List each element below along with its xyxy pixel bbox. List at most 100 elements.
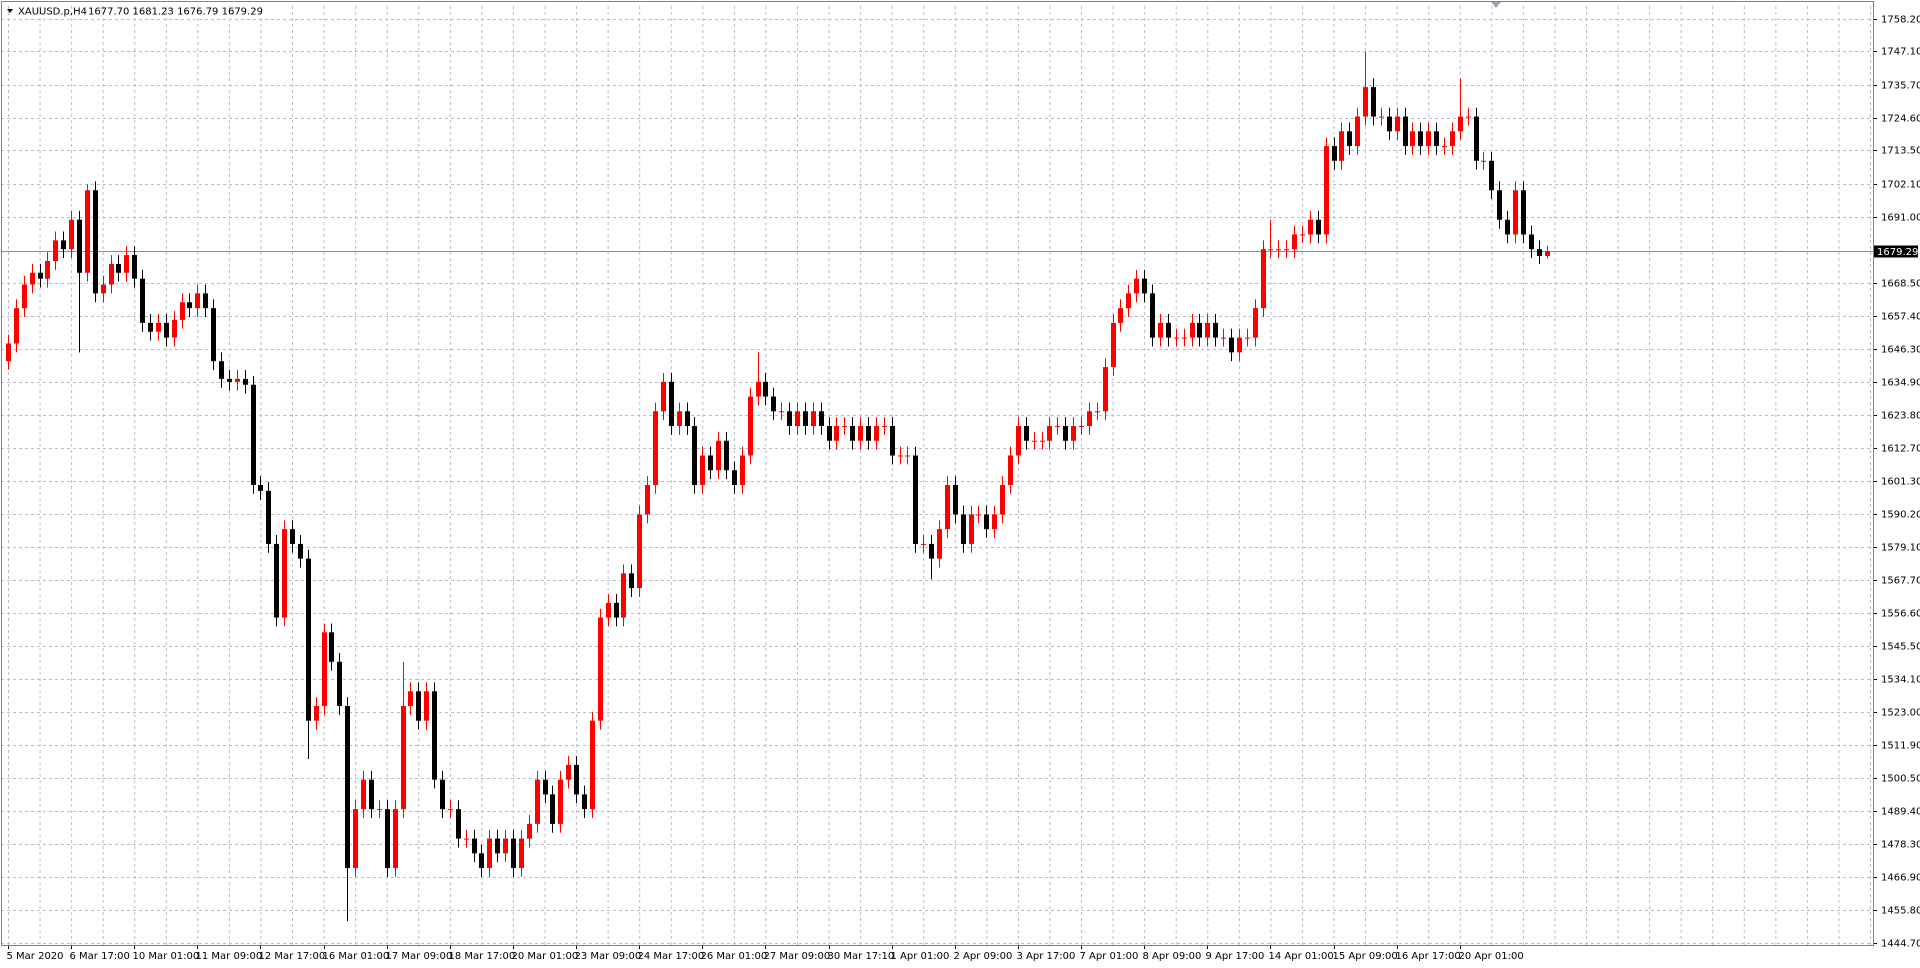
x-tick-label: 6 Mar 17:00 (70, 951, 130, 962)
candle-body (1292, 234, 1297, 250)
candle-body (251, 384, 256, 485)
candle-body (187, 302, 192, 309)
candle-body (1032, 440, 1037, 442)
x-tick-label: 1 Apr 01:00 (891, 951, 950, 962)
x-tick-label: 27 Mar 09:00 (764, 951, 831, 962)
candle-body (61, 240, 66, 250)
y-tick-label: 1534.10 (1881, 675, 1920, 686)
candle-body (929, 543, 934, 559)
candle-body (1190, 322, 1195, 338)
candle-body (898, 455, 903, 457)
y-tick-label: 1590.20 (1881, 510, 1920, 521)
candle-body (1403, 116, 1408, 147)
current-price-label: 1679.29 (1877, 247, 1918, 258)
x-tick-label: 8 Apr 09:00 (1143, 951, 1202, 962)
symbol-title: XAUUSD.p,H4 (18, 7, 87, 18)
candle-body (779, 411, 784, 413)
candle-body (479, 853, 484, 869)
candle-body (1079, 426, 1084, 428)
candle-body (1545, 251, 1550, 256)
candle-body (874, 426, 879, 441)
candle-body (535, 779, 540, 824)
x-tick-label: 14 Apr 01:00 (1269, 951, 1334, 962)
candle-body (1126, 293, 1131, 309)
candle-body (329, 632, 334, 662)
candle-body (495, 838, 500, 854)
candle-body (1111, 322, 1116, 368)
candle-body (22, 284, 27, 309)
candle-body (961, 514, 966, 544)
candle-body (1489, 160, 1494, 191)
candle-body (1481, 160, 1486, 162)
candle-body (653, 411, 658, 485)
candle-body (550, 794, 555, 824)
shift-marker[interactable] (1491, 2, 1501, 8)
candle-body (1371, 87, 1376, 117)
candle-body (582, 794, 587, 810)
candle-body (1063, 426, 1068, 441)
candle-body (377, 809, 382, 811)
candle-body (543, 779, 548, 795)
candle-body (795, 411, 800, 427)
y-tick-label: 1567.70 (1881, 576, 1920, 587)
y-tick-label: 1612.70 (1881, 444, 1920, 455)
candle-body (1142, 278, 1147, 294)
candle-body (637, 514, 642, 589)
x-tick-label: 12 Mar 17:00 (259, 951, 326, 962)
candle-body (472, 838, 477, 854)
y-tick-label: 1657.40 (1881, 312, 1920, 323)
candle-body (827, 426, 832, 441)
y-tick-label: 1702.10 (1881, 180, 1920, 191)
candle-body (1047, 426, 1052, 441)
candle-body (274, 543, 279, 618)
candle-body (109, 263, 114, 285)
candle-body (834, 426, 839, 441)
candle-body (519, 838, 524, 869)
y-tick-label: 1466.90 (1881, 873, 1920, 884)
candle-body (1339, 131, 1344, 161)
candle-body (30, 272, 35, 285)
y-tick-label: 1489.40 (1881, 807, 1920, 818)
candle-body (345, 705, 350, 869)
candle-body (890, 426, 895, 456)
candle-body (819, 411, 824, 427)
y-tick-label: 1713.50 (1881, 146, 1920, 157)
x-tick-label: 16 Mar 01:00 (323, 951, 390, 962)
candle-body (440, 779, 445, 810)
candle-body (803, 411, 808, 427)
candle-body (763, 381, 768, 397)
y-tick-label: 1556.60 (1881, 609, 1920, 620)
candle-body (629, 573, 634, 589)
candle-body (1095, 411, 1100, 413)
candle-body (282, 529, 287, 618)
candle-body (882, 426, 887, 428)
candle-body (677, 411, 682, 427)
candle-body (258, 484, 263, 491)
candle-body (1474, 116, 1479, 161)
candle-body (77, 219, 82, 273)
candle-body (1316, 219, 1321, 235)
menu-triangle[interactable] (7, 9, 13, 13)
candle-body (1055, 426, 1060, 428)
x-tick-label: 24 Mar 17:00 (638, 951, 705, 962)
candle-body (322, 632, 327, 706)
candle-body (408, 691, 413, 706)
candle-body (913, 455, 918, 544)
candle-body (401, 705, 406, 810)
x-tick-label: 20 Apr 01:00 (1459, 951, 1524, 962)
x-tick-label: 17 Mar 09:00 (386, 951, 453, 962)
candle-body (1324, 146, 1329, 235)
candle-body (306, 558, 311, 721)
candle-body (1087, 411, 1092, 427)
candle-body (866, 426, 871, 441)
y-tick-label: 1579.10 (1881, 543, 1920, 554)
candle-body (1166, 322, 1171, 338)
candle-body (116, 263, 121, 273)
candle-body (101, 284, 106, 294)
candle-body (38, 272, 43, 279)
x-tick-label: 23 Mar 09:00 (575, 951, 642, 962)
y-tick-label: 1735.70 (1881, 81, 1920, 92)
candle-body (850, 426, 855, 441)
y-tick-label: 1691.00 (1881, 213, 1920, 224)
ohlc-text: 1677.70 1681.23 1676.79 1679.29 (88, 7, 263, 18)
